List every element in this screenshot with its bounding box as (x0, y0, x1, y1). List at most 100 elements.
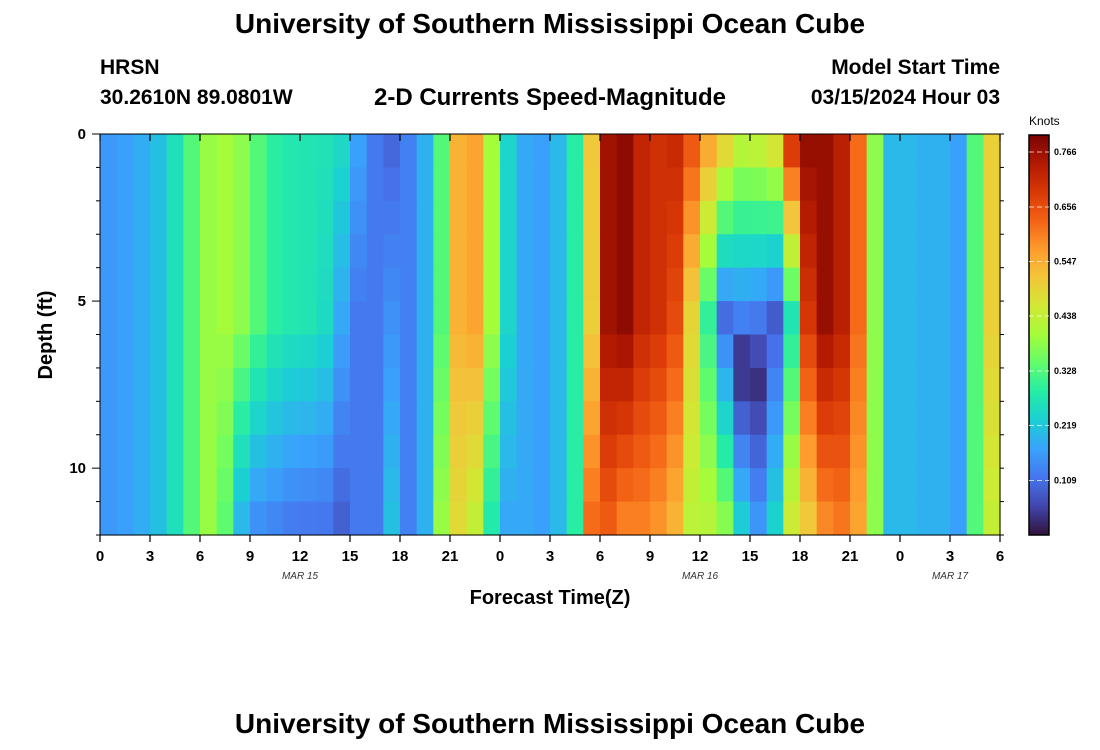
heatmap-cell (366, 434, 384, 469)
heatmap-cell (733, 134, 751, 169)
heatmap-cell (433, 468, 451, 503)
heatmap-cell (716, 301, 734, 336)
heatmap-cell (616, 234, 634, 269)
heatmap-cell (800, 367, 818, 402)
heatmap-cell (350, 234, 368, 269)
heatmap-cell (333, 434, 351, 469)
heatmap-cell (483, 200, 501, 235)
heatmap-cell (600, 367, 618, 402)
heatmap-cell (633, 234, 651, 269)
heatmap-cell (216, 468, 234, 503)
heatmap-cell (750, 167, 768, 202)
heatmap-cell (833, 200, 851, 235)
heatmap-cell (633, 434, 651, 469)
heatmap-chart: 0 3 6 9 12 15 18 21 0 3 6 9 12 15 18 21 0 3 6 MAR 15 MAR 16 M… (35, 114, 1077, 609)
x-tick-label: 0 (896, 548, 904, 565)
heatmap-cell (950, 367, 968, 402)
heatmap-cell (416, 501, 434, 536)
heatmap-cell (950, 267, 968, 302)
heatmap-cell (266, 501, 284, 536)
heatmap-cell (600, 501, 618, 536)
heatmap-cell (766, 434, 784, 469)
heatmap-cell (100, 434, 118, 469)
heatmap-cell (166, 501, 184, 536)
heatmap-cell (350, 434, 368, 469)
heatmap-cell (733, 468, 751, 503)
heatmap-cell (333, 301, 351, 336)
heatmap-cell (450, 367, 468, 402)
heatmap-cell (316, 367, 334, 402)
heatmap-cell (750, 134, 768, 169)
heatmap-cell (383, 501, 401, 536)
heatmap-cell (966, 267, 984, 302)
heatmap-cell (633, 334, 651, 369)
heatmap-cell (950, 200, 968, 235)
heatmap-cell (216, 234, 234, 269)
heatmap-cell (466, 267, 484, 302)
heatmap-cell (316, 134, 334, 169)
heatmap-cell (533, 434, 551, 469)
heatmap-cell (450, 501, 468, 536)
heatmap-cell (566, 134, 584, 169)
heatmap-cell (550, 134, 568, 169)
heatmap-cell (350, 200, 368, 235)
heatmap-cell (383, 167, 401, 202)
heatmap-cell (650, 234, 668, 269)
heatmap-cell (600, 468, 618, 503)
heatmap-cell (933, 367, 951, 402)
heatmap-cell (500, 267, 518, 302)
heatmap-cell (600, 267, 618, 302)
heatmap-cell (116, 468, 134, 503)
heatmap-cell (283, 434, 301, 469)
heatmap-cell (200, 234, 218, 269)
heatmap-cell (850, 501, 868, 536)
heatmap-cell (916, 267, 934, 302)
heatmap-cell (800, 334, 818, 369)
heatmap-cell (883, 301, 901, 336)
heatmap-cell (316, 234, 334, 269)
heatmap-cell (416, 167, 434, 202)
heatmap-cell (916, 334, 934, 369)
heatmap-cell (633, 134, 651, 169)
heatmap-cell (433, 134, 451, 169)
heatmap-cell (866, 234, 884, 269)
heatmap-cell (633, 301, 651, 336)
heatmap-cell (600, 334, 618, 369)
heatmap-cell (900, 134, 918, 169)
heatmap-cell (716, 501, 734, 536)
heatmap-cell (500, 200, 518, 235)
heatmap-cell (533, 367, 551, 402)
heatmap-cell (300, 334, 318, 369)
heatmap-cell (433, 501, 451, 536)
heatmap-cell (166, 301, 184, 336)
heatmap-cell (200, 468, 218, 503)
heatmap-cell (966, 234, 984, 269)
heatmap-cell (550, 334, 568, 369)
heatmap-cell (816, 334, 834, 369)
heatmap-cell (466, 200, 484, 235)
heatmap-cell (133, 267, 151, 302)
heatmap-cell (616, 167, 634, 202)
heatmap-cell (283, 134, 301, 169)
heatmap-cell (383, 134, 401, 169)
heatmap-cell (966, 200, 984, 235)
heatmap-cell (916, 501, 934, 536)
heatmap-cell (366, 134, 384, 169)
heatmap-cell (300, 267, 318, 302)
heatmap-cell (433, 167, 451, 202)
heatmap-cell (933, 434, 951, 469)
heatmap-cell (566, 501, 584, 536)
heatmap-cell (283, 200, 301, 235)
heatmap-cell (166, 134, 184, 169)
heatmap-cell (100, 267, 118, 302)
heatmap-cell (516, 200, 534, 235)
heatmap-cell (750, 200, 768, 235)
heatmap-cell (433, 200, 451, 235)
heatmap-cell (733, 501, 751, 536)
x-tick-label: 21 (842, 548, 859, 565)
heatmap-cell (683, 334, 701, 369)
heatmap-cell (350, 334, 368, 369)
heatmap-cell (683, 167, 701, 202)
heatmap-cell (733, 367, 751, 402)
heatmap-cell (466, 234, 484, 269)
